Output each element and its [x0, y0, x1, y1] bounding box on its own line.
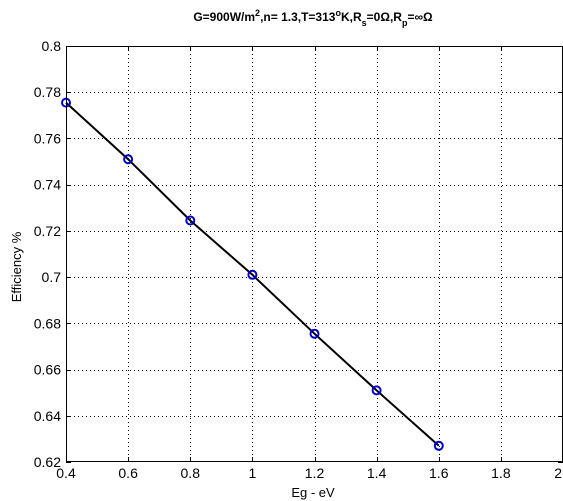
x-tick-label: 1 — [248, 465, 256, 481]
x-axis-label: Eg - eV — [291, 485, 335, 500]
title-part: =0Ω,R — [367, 10, 403, 24]
data-point — [185, 215, 196, 226]
x-tick-label: 0.6 — [118, 465, 138, 481]
x-tick-label: 1.8 — [491, 465, 511, 481]
y-tick-label: 0.66 — [34, 362, 61, 378]
data-point — [123, 154, 134, 165]
y-tick-label: 0.68 — [34, 315, 61, 331]
x-tick-label: 0.4 — [56, 465, 76, 481]
series-layer — [61, 97, 444, 451]
title-part: G=900W/m — [193, 10, 255, 24]
y-tick-label: 0.72 — [34, 223, 61, 239]
title-part: 2 — [255, 8, 260, 18]
grid — [66, 46, 563, 462]
title-part: ,n= 1.3,T=313 — [260, 10, 336, 24]
series-line — [65, 101, 440, 447]
x-tick-label: 1.4 — [367, 465, 387, 481]
tick-labels: 0.4 0.6 0.8 1 1.2 1.4 1.6 1.8 2 0.62 0.64 0.66 0.68 0… — [34, 38, 562, 481]
y-axis-label: Efficiency % — [9, 231, 24, 302]
plot-area — [66, 46, 563, 462]
y-tick-label: 0.7 — [42, 269, 62, 285]
title-part: =∞Ω — [407, 10, 433, 24]
x-tick-label: 1.6 — [429, 465, 449, 481]
y-tick-label: 0.8 — [42, 38, 62, 54]
title-part: K,R — [341, 10, 362, 24]
x-tick-label: 1.2 — [305, 465, 325, 481]
title-part: s — [362, 18, 367, 28]
title-part: o — [335, 8, 341, 18]
data-point — [247, 269, 258, 280]
x-tick-label: 2 — [554, 465, 562, 481]
data-point — [309, 328, 320, 339]
y-tick-label: 0.64 — [34, 408, 61, 424]
y-tick-label: 0.76 — [34, 130, 61, 146]
x-tick-label: 0.8 — [181, 465, 201, 481]
y-tick-label: 0.62 — [34, 454, 61, 470]
data-point — [371, 385, 382, 396]
data-point — [433, 440, 444, 451]
y-tick-label: 0.74 — [34, 177, 61, 193]
title-part: p — [402, 18, 408, 28]
y-tick-label: 0.78 — [34, 84, 61, 100]
chart-title: G=900W/m2,n= 1.3,T=313oK,Rs=0Ω,Rp=∞Ω — [193, 8, 433, 28]
